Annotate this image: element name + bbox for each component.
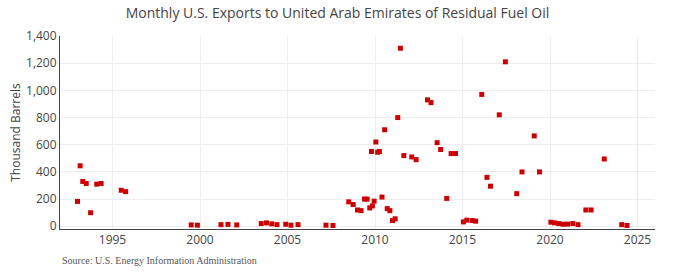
svg-text:600: 600 — [36, 136, 57, 153]
svg-text:200: 200 — [36, 190, 57, 207]
svg-text:2005: 2005 — [274, 231, 302, 248]
svg-text:Thousand Barrels: Thousand Barrels — [7, 83, 24, 182]
svg-text:Source: U.S. Energy Informatio: Source: U.S. Energy Information Administ… — [62, 255, 257, 266]
svg-text:2020: 2020 — [536, 231, 564, 248]
svg-text:2025: 2025 — [624, 231, 652, 248]
svg-text:1995: 1995 — [99, 231, 127, 248]
svg-text:800: 800 — [36, 109, 57, 126]
svg-text:400: 400 — [36, 163, 57, 180]
svg-text:1,400: 1,400 — [26, 27, 57, 44]
svg-text:0: 0 — [50, 217, 57, 234]
svg-text:2015: 2015 — [449, 231, 477, 248]
svg-text:2000: 2000 — [186, 231, 214, 248]
svg-text:1,200: 1,200 — [26, 54, 57, 71]
svg-text:Monthly U.S. Exports to United: Monthly U.S. Exports to United Arab Emir… — [126, 3, 550, 22]
svg-text:2010: 2010 — [361, 231, 389, 248]
svg-text:1,000: 1,000 — [26, 82, 57, 99]
